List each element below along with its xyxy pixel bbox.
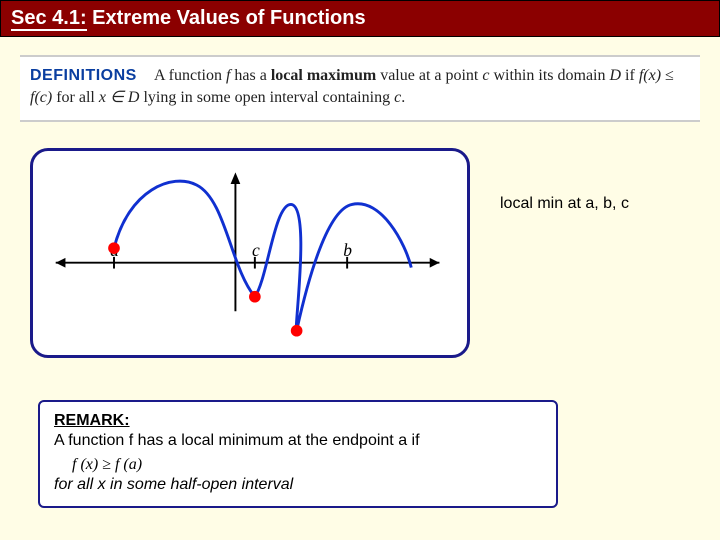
graph-svg: a c b: [33, 151, 467, 355]
remark-line-2: for all x in some half-open interval: [54, 476, 542, 494]
remark-formula: f (x) ≥ f (a): [72, 456, 542, 474]
local-min-note: local min at a, b, c: [500, 195, 629, 213]
tick-label-b: b: [343, 240, 352, 260]
graph-panel: a c b: [30, 148, 470, 358]
x-axis-arrow-right: [430, 258, 440, 268]
definition-box: DEFINITIONS A function f has a local max…: [20, 55, 700, 122]
function-curve: [114, 181, 411, 331]
section-title-bar: Sec 4.1: Extreme Values of Functions: [0, 0, 720, 37]
min-dot-a: [108, 242, 120, 254]
section-number: Sec 4.1:: [11, 7, 87, 31]
min-dot-c: [249, 291, 261, 303]
remark-panel: REMARK: A function f has a local minimum…: [38, 400, 558, 508]
definition-label: DEFINITIONS: [30, 67, 137, 84]
section-title-text: Extreme Values of Functions: [87, 7, 366, 29]
tick-label-c: c: [252, 240, 260, 260]
y-axis-arrow-up: [231, 172, 241, 184]
remark-line-1: A function f has a local minimum at the …: [54, 432, 542, 450]
remark-title: REMARK:: [54, 412, 542, 430]
min-dot-b: [291, 325, 303, 337]
x-axis-arrow-left: [56, 258, 66, 268]
